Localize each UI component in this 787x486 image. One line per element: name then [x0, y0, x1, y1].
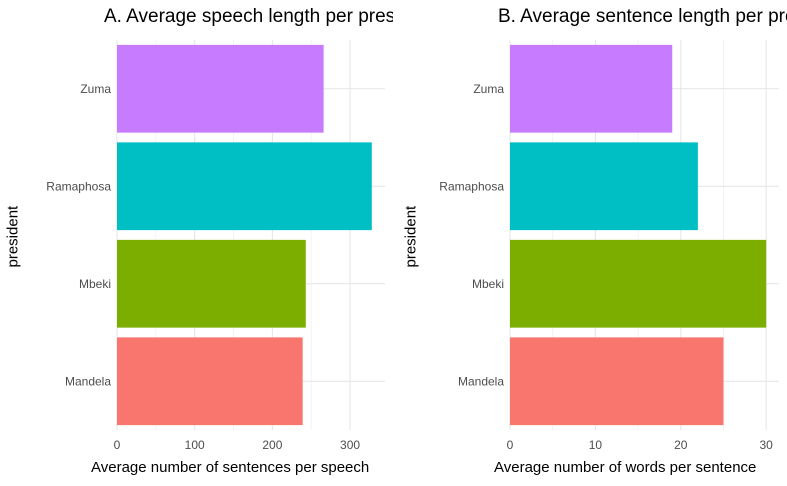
chart-b-x-axis-label: Average number of words per sentence [494, 459, 757, 476]
chart-a-title: A. Average speech length per president [104, 6, 393, 27]
chart-b-y-axis-label: president [402, 205, 420, 268]
chart-a-bar-mandela [117, 337, 303, 426]
chart-a-category-label: Mbeki [79, 277, 111, 291]
chart-a-x-tick-label: 0 [114, 438, 121, 452]
chart-panel-a: Mandela Mbeki Ramaphosa Zuma 0 100 200 300 A. A… [0, 0, 394, 486]
chart-b-category-label: Zuma [473, 82, 504, 96]
chart-a-plot: Mandela Mbeki Ramaphosa Zuma 0 100 200 300 [46, 40, 385, 452]
chart-a-bar-mbeki [117, 239, 306, 328]
chart-a-category-label: Zuma [80, 82, 111, 96]
chart-a-x-tick-label: 200 [262, 438, 282, 452]
chart-a-x-tick-label: 100 [185, 438, 205, 452]
chart-b-x-tick-label: 0 [507, 438, 514, 452]
chart-a-bar-ramaphosa [117, 142, 372, 231]
chart-b-category-label: Mbeki [472, 277, 504, 291]
chart-b-title: B. Average sentence length per president [498, 6, 787, 27]
chart-b-x-tick-label: 10 [589, 438, 603, 452]
chart-a-category-label: Mandela [65, 374, 111, 388]
chart-panel-b: Mandela Mbeki Ramaphosa Zuma 0 10 20 30 B. Aver… [393, 0, 787, 486]
chart-b-x-tick-label: 20 [674, 438, 688, 452]
chart-a-category-label: Ramaphosa [46, 179, 111, 193]
chart-b-bar-ramaphosa [510, 142, 698, 231]
chart-b-x-tick-label: 30 [760, 438, 774, 452]
chart-b-bar-mbeki [510, 239, 767, 328]
chart-a-x-axis-label: Average number of sentences per speech [91, 459, 370, 476]
chart-b-category-label: Mandela [458, 374, 504, 388]
chart-a-x-tick-label: 300 [340, 438, 360, 452]
chart-a-bar-zuma [117, 44, 324, 133]
chart-b-category-label: Ramaphosa [439, 179, 504, 193]
chart-b-bar-zuma [510, 44, 673, 133]
chart-b-bar-mandela [510, 337, 724, 426]
chart-b-plot: Mandela Mbeki Ramaphosa Zuma 0 10 20 30 [439, 40, 779, 452]
chart-a-y-axis-label: president [4, 205, 22, 268]
